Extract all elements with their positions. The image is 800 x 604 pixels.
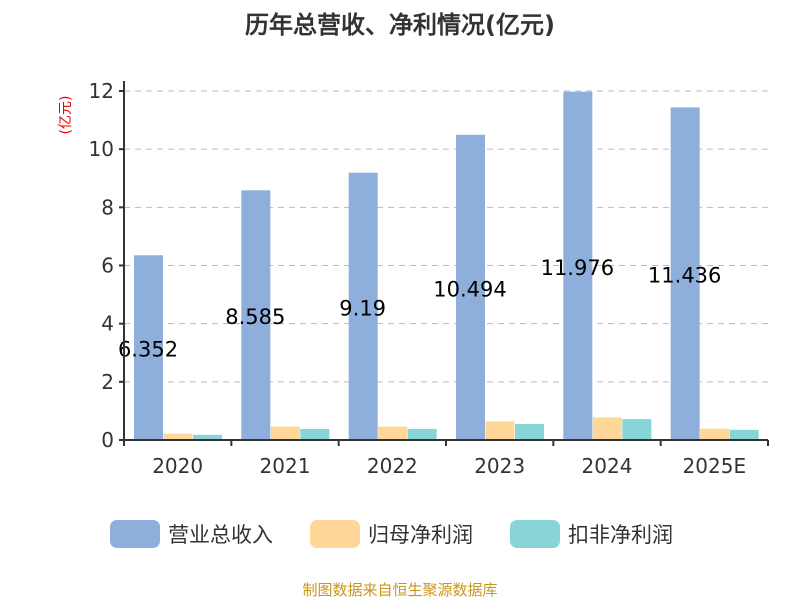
x-tick-label: 2024 <box>582 454 633 478</box>
bar-营业总收入 <box>348 172 378 440</box>
x-tick-label: 2025E <box>683 454 747 478</box>
source-note: 制图数据来自恒生聚源数据库 <box>302 581 497 599</box>
bar-归母净利润 <box>700 428 730 440</box>
legend-swatch <box>310 520 360 548</box>
legend-swatch <box>110 520 160 548</box>
data-label: 10.494 <box>433 277 506 301</box>
bar-扣非净利润 <box>193 434 222 440</box>
legend-item[interactable]: 营业总收入 <box>110 520 273 548</box>
legend-item[interactable]: 扣非净利润 <box>510 520 673 548</box>
y-axis-label: (亿元) <box>58 96 74 135</box>
y-tick-label: 0 <box>101 428 114 452</box>
data-label: 9.19 <box>339 296 386 320</box>
y-tick-label: 4 <box>101 312 114 336</box>
y-tick-label: 12 <box>89 79 114 103</box>
bar-归母净利润 <box>270 426 300 440</box>
legend-label: 营业总收入 <box>168 523 273 547</box>
data-label: 8.585 <box>225 305 285 329</box>
data-label: 11.436 <box>648 264 721 288</box>
legend-swatch <box>510 520 560 548</box>
bar-营业总收入 <box>134 255 163 440</box>
data-label: 6.352 <box>118 338 178 362</box>
x-tick-label: 2020 <box>152 454 203 478</box>
legend-item[interactable]: 归母净利润 <box>310 520 473 548</box>
bar-营业总收入 <box>241 190 271 440</box>
legend-label: 扣非净利润 <box>568 523 673 547</box>
chart-title: 历年总营收、净利情况(亿元) <box>245 11 555 39</box>
bar-扣非净利润 <box>300 428 330 440</box>
bar-扣非净利润 <box>729 429 759 440</box>
x-tick-label: 2023 <box>474 454 525 478</box>
x-tick-label: 2022 <box>367 454 418 478</box>
bar-营业总收入 <box>670 107 700 440</box>
data-label: 11.976 <box>541 256 614 280</box>
bar-归母净利润 <box>592 417 622 440</box>
y-tick-label: 10 <box>89 137 114 161</box>
bar-归母净利润 <box>163 433 193 440</box>
bar-扣非净利润 <box>407 428 437 440</box>
bar-归母净利润 <box>378 426 408 440</box>
bar-营业总收入 <box>456 134 485 440</box>
y-tick-label: 2 <box>101 370 114 394</box>
y-tick-label: 6 <box>101 254 114 278</box>
legend-label: 归母净利润 <box>368 523 473 547</box>
y-tick-label: 8 <box>101 195 114 219</box>
bar-扣非净利润 <box>622 419 652 440</box>
x-tick-label: 2021 <box>260 454 311 478</box>
bar-扣非净利润 <box>515 424 544 440</box>
bar-归母净利润 <box>485 421 515 440</box>
bar-营业总收入 <box>563 91 593 440</box>
